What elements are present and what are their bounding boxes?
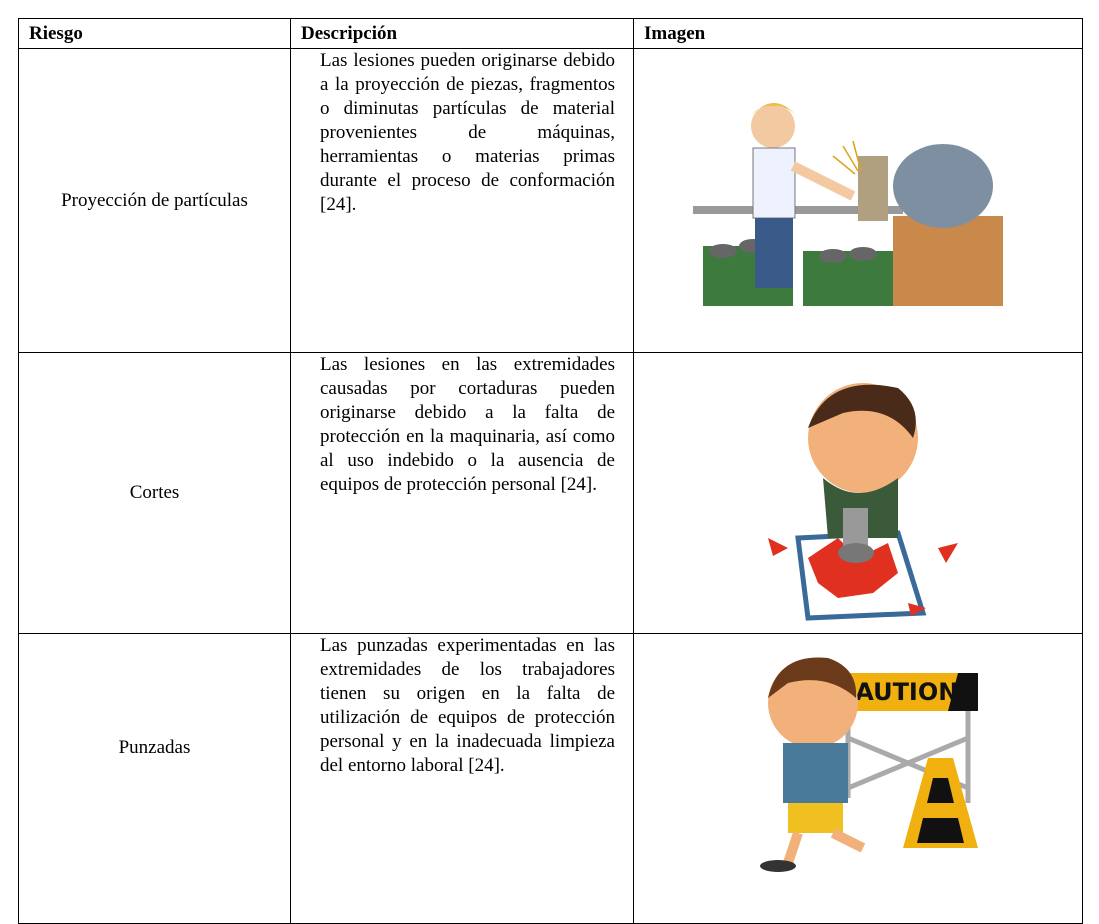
header-row: Riesgo Descripción Imagen bbox=[18, 18, 1083, 49]
row: Cortes Las lesiones en las extremidades … bbox=[18, 352, 1083, 634]
description-cell: Las punzadas experimentadas en las extre… bbox=[290, 633, 634, 924]
cut-illustration bbox=[768, 383, 958, 621]
caution-illustration: CAUTION bbox=[760, 657, 978, 872]
image-cell bbox=[633, 352, 1083, 634]
image-cell bbox=[633, 48, 1083, 353]
grinder-illustration bbox=[693, 85, 1023, 316]
description-cell: Las lesiones pueden originarse debido a … bbox=[290, 48, 634, 353]
risk-cell: Punzadas bbox=[18, 633, 291, 924]
header-cell: Imagen bbox=[633, 18, 1083, 49]
description-cell: Las lesiones en las extremidades causada… bbox=[290, 352, 634, 634]
row: Proyección de partículas Las lesiones pu… bbox=[18, 48, 1083, 353]
header-cell: Descripción bbox=[290, 18, 634, 49]
row: Punzadas Las punzadas experimentadas en … bbox=[18, 633, 1083, 924]
risk-cell: Proyección de partículas bbox=[18, 48, 291, 353]
header-cell: Riesgo bbox=[18, 18, 291, 49]
image-cell: CAUTION bbox=[633, 633, 1083, 924]
risk-table: Riesgo Descripción Imagen Proyección de … bbox=[18, 18, 1083, 924]
risk-cell: Cortes bbox=[18, 352, 291, 634]
